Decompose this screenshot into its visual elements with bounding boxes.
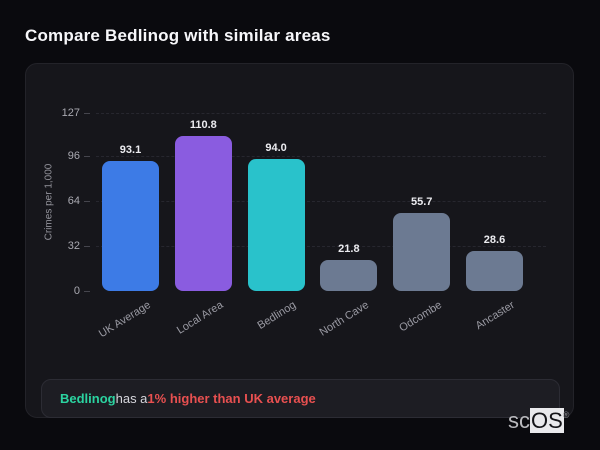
x-tick-label: Ancaster <box>473 299 517 333</box>
y-tick-label: 127 <box>61 107 80 119</box>
x-tick-label: North Cave <box>317 299 372 339</box>
y-tick-mark <box>84 246 90 248</box>
bar-ancaster[interactable] <box>466 250 523 291</box>
bar-odcombe[interactable] <box>393 212 451 291</box>
chart-card: Crimes per 1,000 0 32 64 96 127 93.1 UK Averag… <box>25 63 574 418</box>
y-tick-label: 64 <box>67 195 80 208</box>
y-tick-mark <box>84 156 90 158</box>
y-tick-mark <box>84 291 90 292</box>
y-tick-mark <box>84 201 90 203</box>
y-tick-label: 0 <box>73 285 80 297</box>
x-tick-label: UK Average <box>96 299 153 341</box>
bar-value-label: 93.1 <box>119 143 142 156</box>
gridline <box>96 201 546 203</box>
bar-value-label: 110.8 <box>189 118 217 131</box>
bar-bedlinog[interactable] <box>247 159 305 291</box>
x-tick-label: Bedlinog <box>255 299 299 332</box>
note-highlight-text: 1% higher than UK average <box>147 391 316 406</box>
bar-local-area[interactable] <box>174 135 232 291</box>
logo-suffix: OS <box>530 408 564 433</box>
note-middle-text: has a <box>115 391 148 406</box>
x-tick-label: Local Area <box>175 299 226 337</box>
comparison-note: Bedlinog has a 1% higher than UK average <box>41 379 560 418</box>
y-tick-label: 96 <box>67 150 80 163</box>
y-tick-mark <box>84 113 90 114</box>
bar-value-label: 94.0 <box>265 142 287 155</box>
x-tick-label: Odcombe <box>397 299 445 335</box>
page-title: Compare Bedlinog with similar areas <box>25 26 331 45</box>
bar-uk-average[interactable] <box>102 160 159 291</box>
bar-chart: 0 32 64 96 127 93.1 UK Average 110.8 Local Area 9… <box>62 107 546 340</box>
registered-trademark-icon: ® <box>562 410 570 420</box>
scos-logo: scOS® <box>508 408 570 438</box>
bar-value-label: 28.6 <box>483 233 506 246</box>
bar-value-label: 55.7 <box>410 195 433 208</box>
gridline <box>96 156 546 158</box>
gridline <box>96 246 546 248</box>
logo-prefix: sc <box>508 408 530 433</box>
bar-north-cave[interactable] <box>320 260 378 291</box>
gridline <box>96 113 546 114</box>
bar-value-label: 21.8 <box>338 243 360 256</box>
note-area-name: Bedlinog <box>60 391 116 406</box>
y-tick-label: 32 <box>67 240 80 253</box>
